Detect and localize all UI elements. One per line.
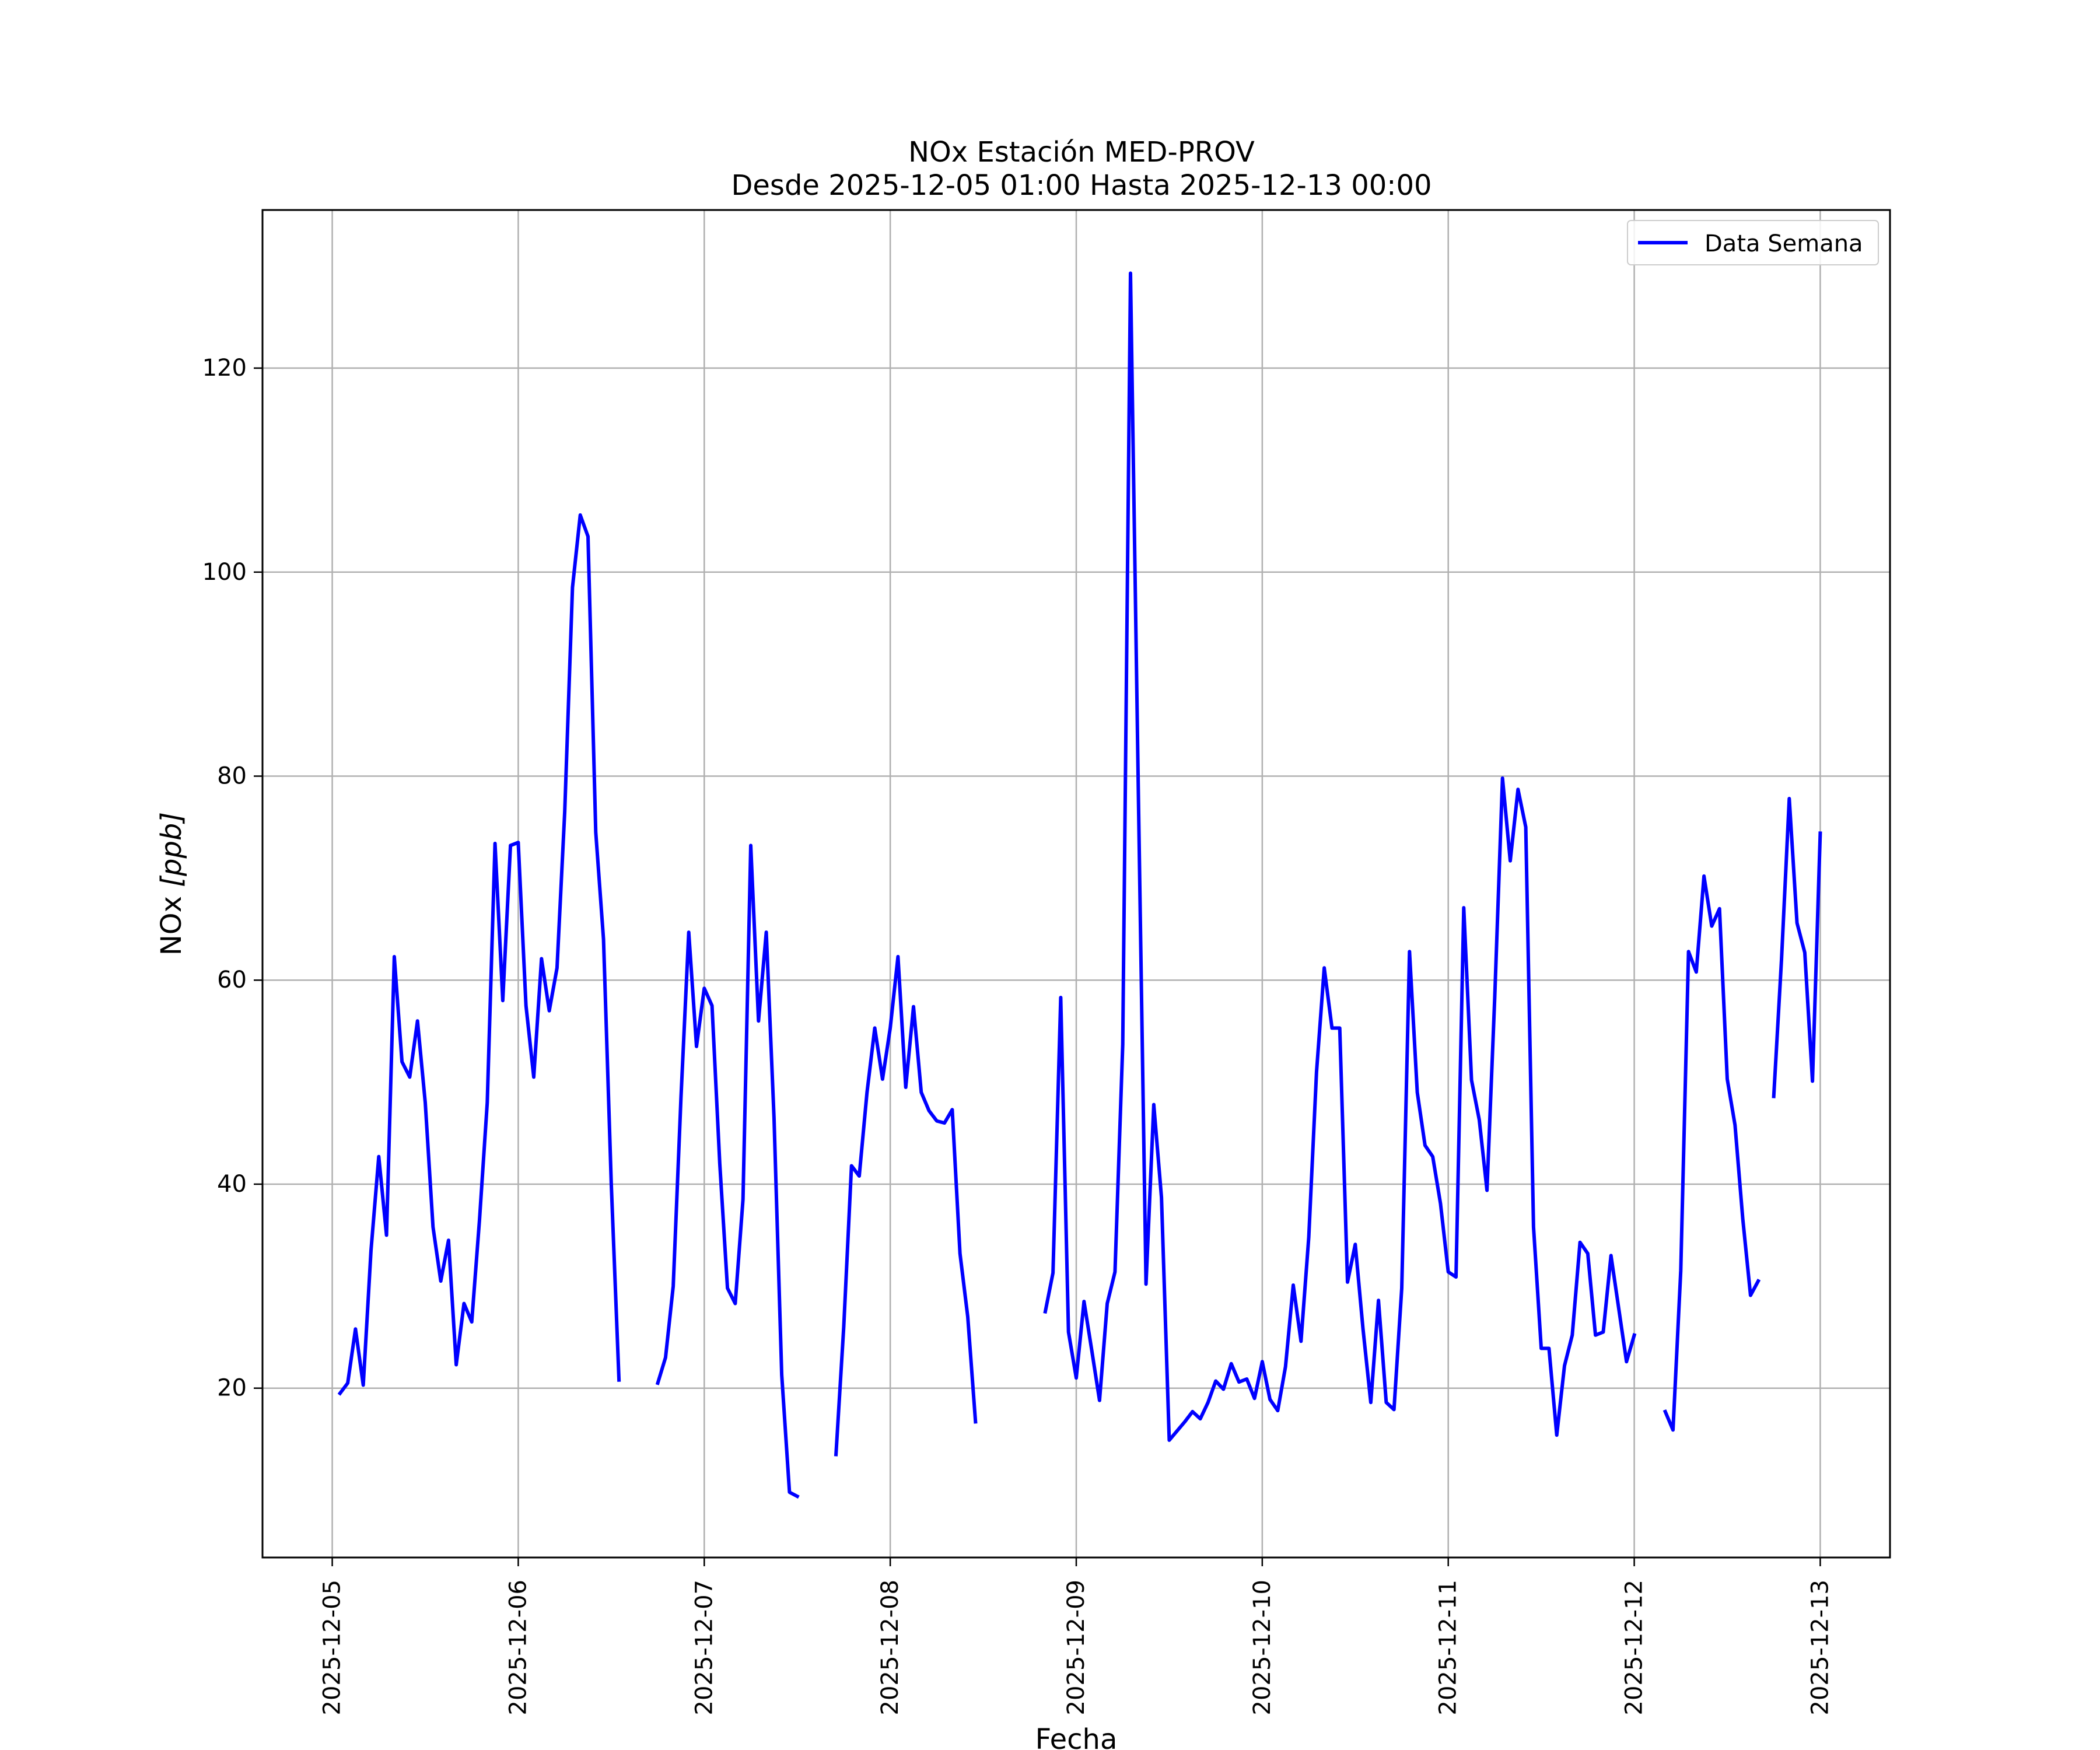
series-line-segment xyxy=(1772,797,1822,1098)
legend-label-data-semana: Data Semana xyxy=(1704,230,1863,257)
legend-box xyxy=(1627,220,1879,265)
y-axis-label: NOx [ppb] xyxy=(155,812,188,956)
legend: Data Semana xyxy=(1627,220,1879,265)
y-axis-label-main: NOx xyxy=(155,887,188,956)
axis-ticks: 2025-12-05 2025-12-06 2025-12-07 2025-12-08… xyxy=(202,355,1834,1715)
series-line-segment xyxy=(1662,874,1761,1432)
y-tick-label: 120 xyxy=(202,355,247,382)
series-line-segment xyxy=(834,955,978,1457)
x-tick-label: 2025-12-12 xyxy=(1621,1580,1648,1715)
chart-subtitle: Desde 2025-12-05 01:00 Hasta 2025-12-13 … xyxy=(731,169,1432,202)
x-axis-label: Fecha xyxy=(1035,1723,1118,1750)
y-tick-label: 100 xyxy=(202,559,247,586)
grid-lines xyxy=(262,210,1890,1558)
y-tick-label: 20 xyxy=(217,1375,247,1402)
y-axis-label-unit: [ppb] xyxy=(155,812,188,887)
x-tick-label: 2025-12-07 xyxy=(691,1580,718,1715)
x-tick-label: 2025-12-10 xyxy=(1249,1580,1276,1715)
series-line-segment xyxy=(1043,271,1637,1442)
x-tick-label: 2025-12-11 xyxy=(1435,1580,1462,1715)
x-tick-label: 2025-12-08 xyxy=(877,1580,904,1715)
x-tick-label: 2025-12-09 xyxy=(1063,1580,1090,1715)
chart-title: NOx Estación MED-PROV xyxy=(908,136,1255,169)
data-series-lines xyxy=(337,271,1822,1499)
y-tick-label: 60 xyxy=(217,967,247,993)
x-tick-label: 2025-12-13 xyxy=(1807,1580,1833,1715)
series-line-segment xyxy=(337,513,621,1396)
series-line-segment xyxy=(655,844,800,1499)
y-tick-label: 80 xyxy=(217,763,247,790)
x-tick-label: 2025-12-05 xyxy=(319,1580,346,1715)
y-tick-label: 40 xyxy=(217,1171,247,1198)
x-tick-label: 2025-12-06 xyxy=(505,1580,531,1715)
